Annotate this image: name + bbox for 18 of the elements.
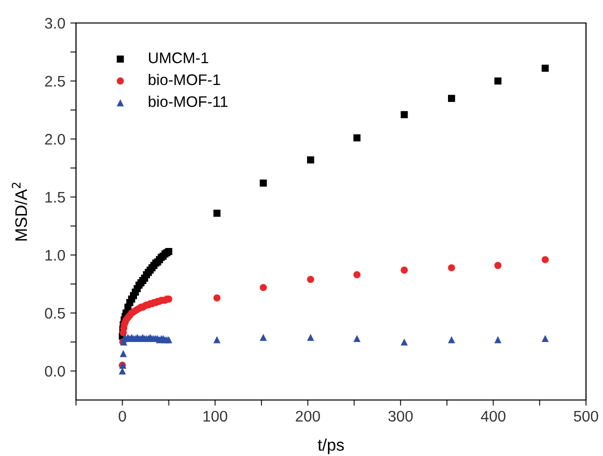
x-tick-label: 100 <box>204 410 228 422</box>
x-axis-title: t/ps <box>318 438 344 454</box>
x-tick-label: 300 <box>388 410 413 422</box>
x-tick-label: 400 <box>480 410 506 422</box>
y-tick-label: 1.5 <box>46 192 65 203</box>
y-tick-label: 2.5 <box>45 76 65 87</box>
y-axis-title: MSD/A$^{2}$ <box>12 182 28 241</box>
x-tick-label: 0 <box>118 410 126 422</box>
legend-label: bio-MOF-1 <box>148 74 220 86</box>
y-tick-label: 1.0 <box>46 250 65 261</box>
y-tick-label: 3.0 <box>44 18 65 29</box>
y-tick-label: 2.0 <box>45 134 65 145</box>
x-tick-label: 500 <box>574 410 598 422</box>
y-tick-label: 0.0 <box>44 366 65 377</box>
y-tick-label: 0.5 <box>44 308 65 319</box>
x-tick-label: 200 <box>296 410 320 422</box>
legend-label: bio-MOF-11 <box>148 96 228 108</box>
legend-label: UMCM-1 <box>148 52 208 64</box>
